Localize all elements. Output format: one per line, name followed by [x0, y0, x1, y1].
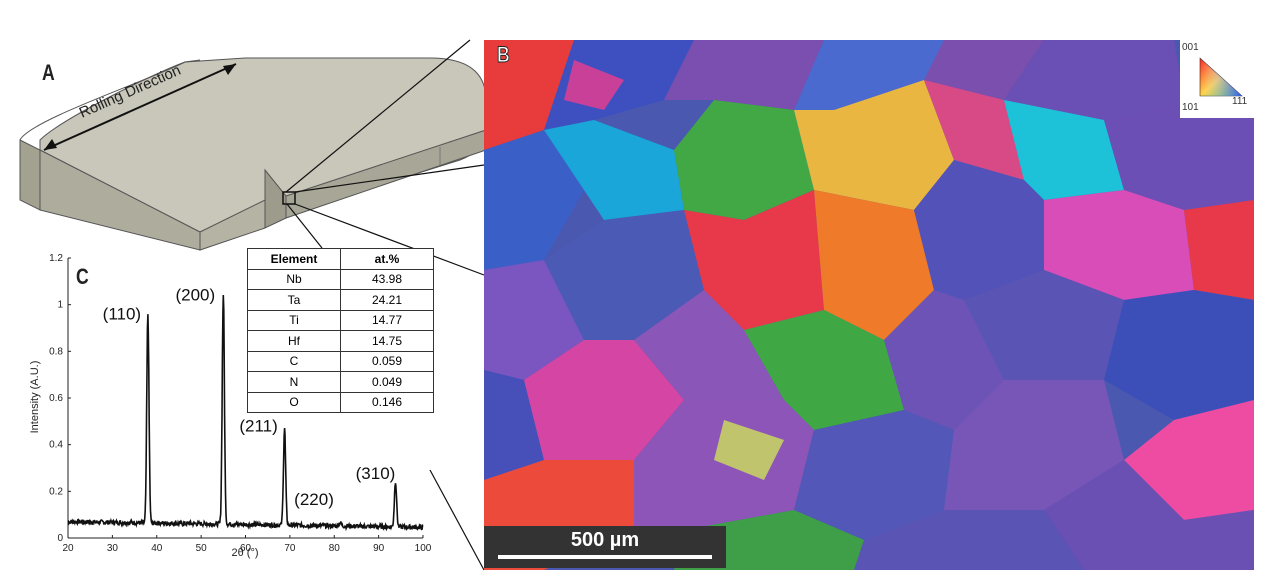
x-tick-label: 30	[107, 543, 119, 554]
value-cell: 0.146	[340, 391, 434, 413]
value-cell: 14.75	[340, 330, 434, 352]
panel-label-c: C	[76, 264, 89, 289]
scale-bar: 500 µm	[484, 526, 726, 568]
table-row: Ti 14.77	[247, 309, 434, 331]
element-cell: O	[247, 391, 341, 413]
column-header-element: Element	[247, 248, 341, 270]
table-row: N 0.049	[247, 371, 434, 393]
peak-label: (110)	[103, 305, 141, 324]
table-header-row: Element at.%	[247, 248, 434, 270]
y-tick-label: 1.2	[49, 253, 63, 264]
scale-bar-line	[498, 555, 712, 559]
rolling-direction-arrow	[43, 63, 237, 151]
scale-bar-label: 500 µm	[570, 529, 640, 551]
composition-table: Element at.% Nb 43.98 Ta 24.21 Ti 14.77 Hf 1…	[247, 248, 434, 413]
peak-label: (310)	[356, 464, 396, 483]
plate-back-edge	[19, 59, 201, 141]
x-tick-label: 40	[151, 543, 163, 554]
table-row: O 0.146	[247, 391, 434, 413]
y-tick-label: 1	[57, 300, 63, 311]
x-tick-label: 100	[415, 543, 432, 554]
y-tick-label: 0	[57, 533, 63, 544]
table-row: C 0.059	[247, 350, 434, 372]
element-cell: Hf	[247, 330, 341, 352]
value-cell: 24.21	[340, 289, 434, 311]
element-cell: Ta	[247, 289, 341, 311]
y-tick-label: 0.4	[49, 440, 63, 451]
x-tick-label: 80	[329, 543, 341, 554]
table-row: Hf 14.75	[247, 330, 434, 352]
panel-label-a: A	[42, 60, 55, 85]
ipf-color-key: 001 101 111	[1180, 40, 1254, 118]
x-tick-label: 70	[284, 543, 296, 554]
peak-label: (211)	[239, 417, 277, 436]
table-row: Ta 24.21	[247, 289, 434, 311]
table-row: Nb 43.98	[247, 268, 434, 290]
plate-left-edge	[19, 139, 41, 211]
element-cell: Nb	[247, 268, 341, 290]
peak-labels: (110) (200) (211) (220) (310)	[103, 286, 396, 509]
ipf-111-label: 111	[1232, 96, 1248, 107]
x-tick-label: 90	[373, 543, 385, 554]
value-cell: 0.059	[340, 350, 434, 372]
element-cell: C	[247, 350, 341, 372]
peak-label: (200)	[175, 286, 215, 305]
y-tick-label: 0.8	[49, 346, 63, 357]
y-tick-label: 0.2	[49, 486, 63, 497]
peak-label: (220)	[294, 490, 334, 509]
value-cell: 14.77	[340, 309, 434, 331]
x-tick-label: 50	[196, 543, 208, 554]
ipf-001-label: 001	[1182, 42, 1199, 53]
ebsd-micrograph	[484, 40, 1254, 570]
y-axis-label: Intensity (A.U.)	[29, 361, 41, 434]
element-cell: N	[247, 371, 341, 393]
element-cell: Ti	[247, 309, 341, 331]
x-axis-label: 2θ (°)	[231, 547, 258, 559]
y-tick-label: 0.6	[49, 393, 63, 404]
chart-ticks: 20 30 40 50 60 70 80 90 100 0 0.2 0.4 0.6 0.8 1 1.2	[49, 253, 432, 554]
ipf-101-label: 101	[1182, 102, 1199, 113]
panel-label-b: B	[497, 42, 511, 68]
xrd-pattern-line	[67, 294, 424, 532]
value-cell: 0.049	[340, 371, 434, 393]
x-tick-label: 60	[240, 543, 252, 554]
value-cell: 43.98	[340, 268, 434, 290]
x-tick-label: 20	[62, 543, 74, 554]
column-header-at-percent: at.%	[340, 248, 434, 270]
